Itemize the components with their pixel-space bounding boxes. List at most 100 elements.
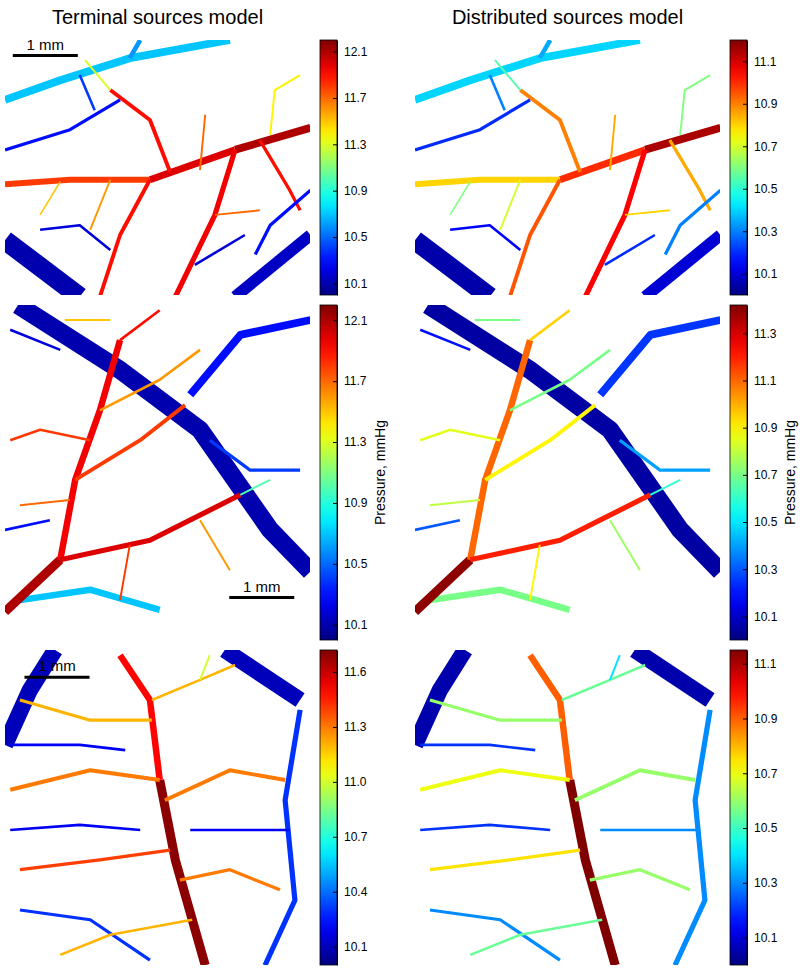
- colorbar-tick: 10.3: [743, 563, 778, 577]
- colorbar-axis-line: [747, 41, 748, 296]
- vessel: [450, 225, 520, 250]
- vessel: [470, 920, 602, 955]
- vessel: [415, 560, 470, 612]
- colorbar-tick: 11.7: [333, 91, 367, 105]
- colorbar-tick-label: 11.1: [754, 55, 777, 69]
- vessel: [510, 350, 610, 410]
- vessel: [645, 128, 720, 150]
- colorbar-axis-line: [747, 306, 748, 641]
- colorbar-tick-label: 11.0: [344, 775, 367, 789]
- vessel: [20, 500, 70, 505]
- vessels: [415, 650, 710, 965]
- scale-bar-label: 1 mm: [27, 36, 65, 53]
- colorbar-tick-mark: [743, 616, 747, 617]
- colorbar-tick: 12.1: [333, 314, 368, 328]
- vessel: [60, 920, 192, 955]
- scale-bar-line: [229, 596, 294, 599]
- vessel: [415, 520, 460, 530]
- scale-bar: 1 mm: [25, 657, 90, 677]
- colorbar-tick-mark: [333, 52, 337, 53]
- colorbar-tick: 10.9: [743, 712, 778, 726]
- colorbar-tick-mark: [743, 104, 747, 105]
- colorbar-axis: 10.110.410.711.011.311.6: [333, 651, 368, 966]
- panel: 1 mm: [5, 305, 311, 612]
- colorbar-tick-mark: [333, 191, 337, 192]
- vessel: [650, 480, 680, 495]
- colorbar-gradient: [320, 650, 337, 965]
- vessel: [610, 115, 615, 170]
- colorbar-tick: 11.3: [333, 435, 367, 449]
- colorbar-tick: 10.1: [333, 618, 368, 632]
- vessel: [190, 320, 310, 395]
- colorbar-tick: 10.1: [333, 940, 368, 954]
- colorbar-tick: 10.3: [743, 225, 778, 239]
- vessel: [210, 440, 300, 470]
- colorbar-gradient: [730, 40, 747, 295]
- colorbar-tick-mark: [333, 144, 337, 145]
- column-title: Distributed sources model: [452, 6, 683, 28]
- vessel: [240, 480, 270, 495]
- vessel: [430, 850, 580, 870]
- colorbar-axis-line: [337, 651, 338, 966]
- colorbar-tick-mark: [333, 625, 337, 626]
- colorbar-tick-label: 11.3: [344, 720, 367, 734]
- colorbar-tick-label: 10.1: [344, 940, 368, 954]
- vessel: [165, 770, 285, 800]
- colorbar-tick-mark: [743, 428, 747, 429]
- vessel: [665, 190, 720, 254]
- colorbar: 10.110.410.711.011.311.6: [320, 650, 368, 966]
- vessel: [645, 235, 720, 295]
- colorbar-tick-mark: [333, 503, 337, 504]
- colorbar-label: Pressure, mmHg: [782, 420, 798, 525]
- vessel: [430, 700, 562, 720]
- colorbar-tick-label: 10.1: [344, 618, 368, 632]
- vessel: [10, 770, 160, 790]
- colorbar-tick-label: 10.9: [344, 184, 368, 198]
- colorbar-tick-label: 11.1: [754, 374, 777, 388]
- colorbar-tick-label: 10.1: [754, 267, 778, 281]
- vessel: [40, 182, 60, 215]
- colorbar-axis-line: [337, 306, 338, 641]
- scale-bar-line: [25, 676, 90, 679]
- vessel: [430, 910, 560, 960]
- vessel: [75, 405, 185, 480]
- scale-bar: 1 mm: [13, 36, 78, 56]
- colorbar-tick-mark: [743, 664, 747, 665]
- vessel: [585, 150, 645, 295]
- colorbar-axis: 10.110.510.911.311.712.1: [333, 41, 368, 296]
- vessel: [5, 180, 150, 185]
- colorbar-tick: 11.3: [333, 138, 367, 152]
- vessel: [420, 770, 570, 790]
- colorbar: 10.110.310.510.710.911.1: [730, 650, 778, 966]
- vessel: [60, 495, 240, 560]
- colorbar-tick-label: 11.1: [754, 657, 777, 671]
- vessel: [600, 320, 720, 395]
- colorbar-tick-mark: [743, 333, 747, 334]
- panel: [415, 40, 721, 297]
- vessel: [20, 700, 152, 720]
- colorbar-tick-mark: [333, 727, 337, 728]
- vessel: [420, 745, 535, 750]
- colorbar-tick-mark: [743, 718, 747, 719]
- colorbar-tick: 10.5: [333, 230, 368, 244]
- vessel: [562, 665, 645, 700]
- colorbar-tick: 10.5: [743, 821, 778, 835]
- colorbar-tick-label: 10.7: [754, 468, 778, 482]
- colorbar-tick-label: 10.5: [344, 557, 368, 571]
- colorbar-tick: 10.5: [743, 515, 778, 529]
- vessel: [175, 150, 235, 295]
- vessels: [5, 40, 310, 295]
- colorbar-tick-label: 10.3: [754, 225, 778, 239]
- vessel: [610, 655, 620, 680]
- vessel: [180, 870, 280, 890]
- vessel: [100, 180, 150, 295]
- colorbar-tick: 12.1: [333, 45, 368, 59]
- colorbar-tick-label: 10.9: [754, 97, 778, 111]
- vessel: [152, 665, 235, 700]
- vessels: [5, 305, 310, 612]
- panel: 1 mm: [5, 650, 300, 965]
- vessel: [90, 180, 110, 230]
- colorbar: 10.110.510.911.311.712.1Pressure, mmHg: [320, 305, 388, 641]
- colorbar-tick-mark: [743, 380, 747, 381]
- vessel: [120, 655, 160, 780]
